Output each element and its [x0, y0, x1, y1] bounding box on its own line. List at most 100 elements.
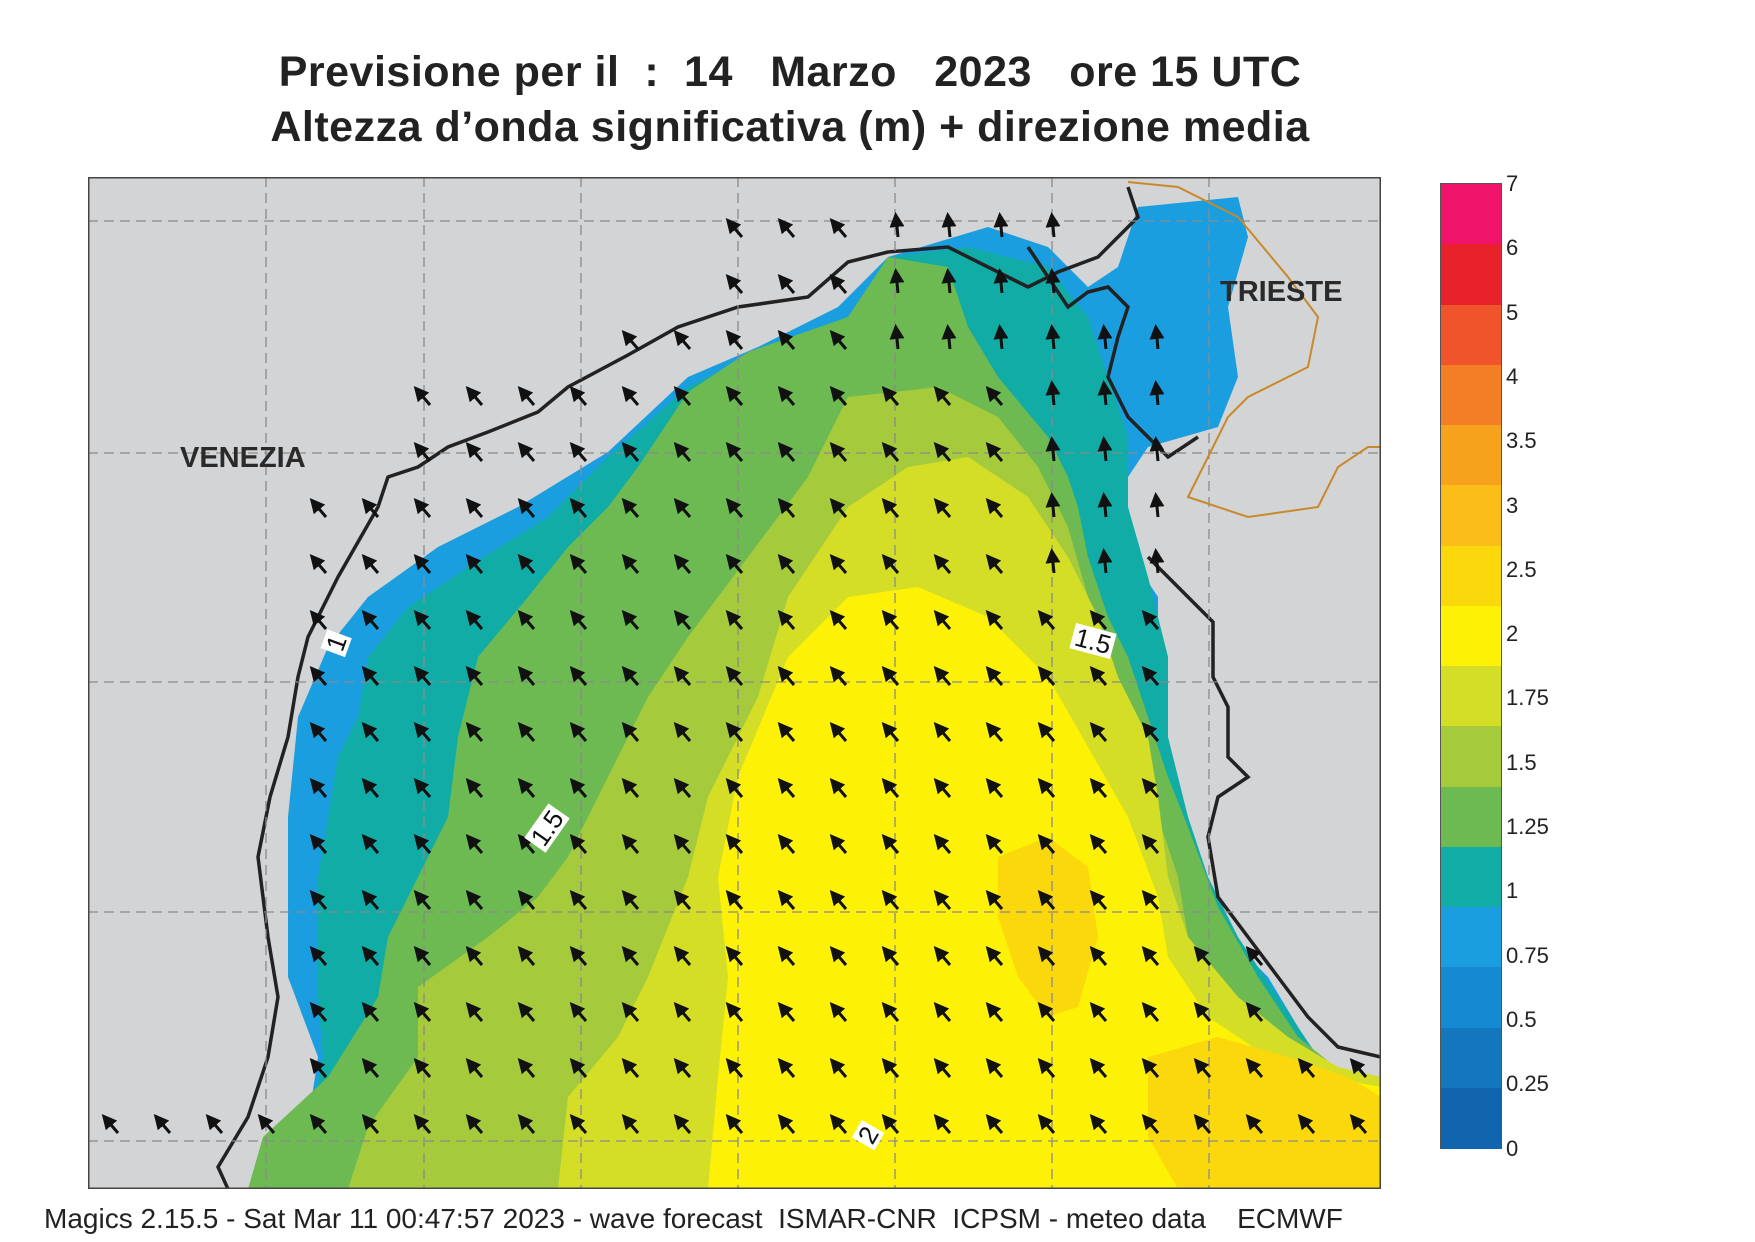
wave-arrow — [413, 498, 432, 518]
wave-arrow — [881, 1002, 900, 1022]
legend-label: 3 — [1506, 492, 1519, 518]
wave-arrow — [673, 554, 692, 574]
wave-arrow — [569, 778, 588, 798]
legend-label: 1.75 — [1506, 685, 1549, 711]
wave-arrow — [1193, 946, 1212, 966]
wave-arrow — [309, 946, 328, 966]
coastline-west — [216, 796, 280, 1189]
wave-arrow — [725, 442, 744, 462]
wave-arrow — [1245, 1058, 1264, 1078]
wave-arrow — [361, 666, 380, 686]
wave-arrow — [777, 274, 796, 294]
wave-arrow — [1037, 666, 1056, 686]
legend-label: 0.25 — [1506, 1071, 1549, 1097]
wave-arrow — [933, 778, 952, 798]
legend-label: 2.5 — [1506, 556, 1537, 582]
wave-arrow — [257, 1114, 276, 1134]
wave-arrow — [673, 1114, 692, 1134]
wave-arrow — [881, 1114, 900, 1134]
wave-arrow — [881, 890, 900, 910]
wave-arrow — [1349, 1058, 1368, 1078]
wave-arrow — [673, 666, 692, 686]
wave-direction-arrows — [101, 212, 1368, 1134]
wave-arrow — [985, 890, 1004, 910]
wave-arrow — [777, 1114, 796, 1134]
wave-arrow — [569, 1058, 588, 1078]
wave-arrow — [569, 442, 588, 462]
wave-arrow — [1045, 548, 1061, 574]
wave-arrow — [361, 722, 380, 742]
variable-title: Altezza d’onda significativa (m) + direz… — [270, 103, 1310, 151]
wave-arrow — [829, 1058, 848, 1078]
wave-arrow — [517, 1002, 536, 1022]
wave-arrow — [985, 442, 1004, 462]
wave-arrow — [985, 666, 1004, 686]
wave-arrow — [413, 834, 432, 854]
wave-arrow — [777, 386, 796, 406]
wave-arrow — [1097, 436, 1113, 462]
legend-swatch — [1441, 726, 1501, 787]
legend-label: 7 — [1506, 171, 1519, 196]
wave-arrow — [361, 610, 380, 630]
wave-arrow — [413, 1002, 432, 1022]
city-label-venezia: VENEZIA — [180, 442, 306, 474]
wave-arrow — [1141, 778, 1160, 798]
sea-zone-2.5-3m — [998, 837, 1098, 1017]
wave-arrow — [621, 1114, 640, 1134]
wave-arrow — [1149, 548, 1165, 574]
wave-arrow — [881, 554, 900, 574]
wave-arrow — [569, 498, 588, 518]
wave-arrow — [1037, 722, 1056, 742]
wave-arrow — [1245, 1002, 1264, 1022]
wave-arrow — [673, 610, 692, 630]
legend-swatch — [1441, 1027, 1501, 1089]
legend-swatch — [1441, 244, 1501, 305]
wave-arrow — [829, 610, 848, 630]
wave-arrow — [1037, 1114, 1056, 1134]
wave-arrow — [881, 610, 900, 630]
wave-arrow — [1193, 1058, 1212, 1078]
wave-arrow — [621, 834, 640, 854]
wave-arrow — [1037, 890, 1056, 910]
wave-arrow — [985, 554, 1004, 574]
wave-arrow — [777, 666, 796, 686]
wave-arrow — [933, 946, 952, 966]
wave-arrow — [829, 890, 848, 910]
wave-arrow — [933, 610, 952, 630]
wave-arrow — [1141, 890, 1160, 910]
wave-arrow — [361, 778, 380, 798]
wave-arrow — [829, 778, 848, 798]
wave-arrow — [673, 778, 692, 798]
wave-arrow — [621, 386, 640, 406]
legend-swatch — [1441, 545, 1501, 607]
wave-arrow — [777, 1002, 796, 1022]
wave-arrow — [465, 610, 484, 630]
wave-arrow — [309, 554, 328, 574]
wave-arrow — [1045, 212, 1061, 238]
legend-swatch — [1441, 605, 1501, 667]
wave-arrow — [777, 890, 796, 910]
legend-label: 4 — [1506, 363, 1519, 389]
wave-arrow — [517, 834, 536, 854]
wave-arrow — [725, 778, 744, 798]
wave-arrow — [1141, 666, 1160, 686]
wave-arrow — [309, 498, 328, 518]
wave-arrow — [777, 778, 796, 798]
wave-arrow — [361, 554, 380, 574]
wave-arrow — [933, 386, 952, 406]
wave-arrow — [569, 666, 588, 686]
wave-arrow — [777, 554, 796, 574]
wave-arrow — [413, 1058, 432, 1078]
wave-arrow — [309, 1114, 328, 1134]
wave-arrow — [361, 498, 380, 518]
wave-arrow — [465, 778, 484, 798]
wave-arrow — [993, 324, 1009, 350]
wave-arrow — [829, 666, 848, 686]
wave-arrow — [673, 890, 692, 910]
wave-arrow — [621, 330, 640, 350]
wave-arrow — [413, 554, 432, 574]
wave-arrow — [413, 890, 432, 910]
legend-swatch — [1441, 1087, 1501, 1149]
wave-arrow — [985, 1058, 1004, 1078]
wave-arrow — [777, 498, 796, 518]
